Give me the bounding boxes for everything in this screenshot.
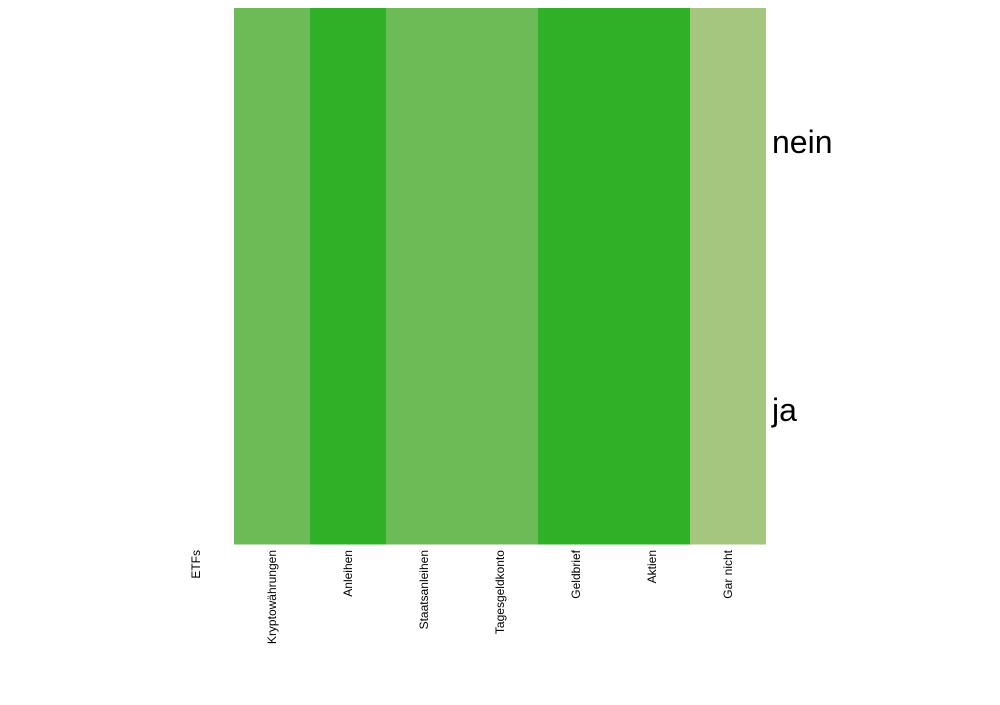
heatmap-cell-tagesgeldkonto-ja xyxy=(462,276,538,545)
heatmap-cell-staatsanleihen-ja xyxy=(386,276,462,545)
heatmap-cell-gar-nicht-nein xyxy=(690,8,766,277)
heatmap-cells xyxy=(234,8,766,545)
x-tick-label-kryptowaehrungen: Kryptowährungen xyxy=(265,550,279,644)
x-tick-label-aktien: Aktien xyxy=(645,550,659,583)
y-tick-label-nein: nein xyxy=(772,124,833,160)
heatmap-cell-anleihen-ja xyxy=(310,276,386,545)
y-tick-labels: nein ja xyxy=(771,124,833,428)
x-tick-label-tagesgeldkonto: Tagesgeldkonto xyxy=(493,550,507,634)
heatmap-cell-tagesgeldkonto-nein xyxy=(462,8,538,277)
heatmap-cell-geldbrief-nein xyxy=(538,8,614,277)
y-tick-label-ja: ja xyxy=(771,392,797,428)
heatmap-cell-anleihen-nein xyxy=(310,8,386,277)
x-tick-label-staatsanleihen: Staatsanleihen xyxy=(417,550,431,629)
heatmap-cell-aktien-nein xyxy=(614,8,690,277)
x-tick-label-gar-nicht: Gar nicht xyxy=(721,549,735,598)
x-tick-label-geldbrief: Geldbrief xyxy=(569,549,583,598)
x-tick-label-etfs: ETFs xyxy=(189,550,203,579)
x-tick-labels: ETFs Kryptowährungen Anleihen Staatsanleihe… xyxy=(189,549,735,644)
x-tick-label-anleihen: Anleihen xyxy=(341,550,355,597)
heatmap-cell-gar-nicht-ja xyxy=(690,276,766,545)
heatmap-cell-aktien-ja xyxy=(614,276,690,545)
heatmap-cell-staatsanleihen-nein xyxy=(386,8,462,277)
heatmap-cell-geldbrief-ja xyxy=(538,276,614,545)
heatmap-cell-kryptowaehrungen-nein xyxy=(234,8,310,277)
heatmap-cell-kryptowaehrungen-ja xyxy=(234,276,310,545)
